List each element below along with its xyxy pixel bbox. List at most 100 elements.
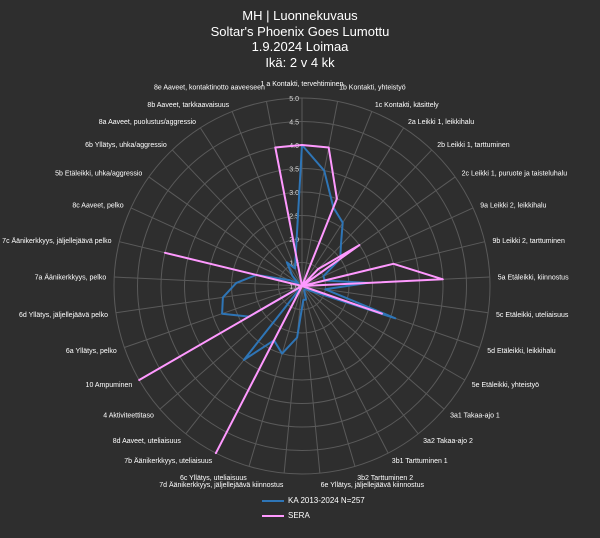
category-label: 8a Aaveet, puolustus/aggressio: [99, 119, 196, 126]
category-label: 6a Yllätys, pelko: [66, 348, 117, 355]
data-point: [327, 146, 330, 149]
category-label: 2a Leikki 1, leikkihalu: [408, 119, 474, 126]
grid-spoke: [301, 285, 389, 454]
data-point: [392, 263, 395, 265]
title-line-4: Ikä: 2 v 4 kk: [265, 54, 335, 70]
category-label: 6c Yllätys, uteliaisuus: [180, 475, 247, 482]
grid-spoke: [248, 285, 303, 467]
grid-spoke: [159, 285, 303, 410]
grid-spoke: [301, 285, 419, 435]
data-point: [323, 169, 326, 172]
data-point: [222, 296, 224, 299]
category-label: 7a Äänikerkkyys, pelko: [35, 274, 107, 282]
tick-label: 3.5: [289, 167, 299, 174]
category-label: 8b Aaveet, tarkkaavaisuus: [147, 102, 229, 109]
category-label: 8d Aaveet, uteliaisuus: [113, 438, 182, 445]
chart-title: MH | Luonnekuvaus Soltar's Phoenix Goes …: [0, 8, 600, 70]
legend-label-ka: KA 2013-2024 N=257: [288, 496, 365, 505]
grid-spoke: [301, 207, 474, 287]
grid-spoke: [301, 285, 356, 467]
data-point: [164, 252, 166, 254]
grid-spoke: [199, 127, 303, 287]
data-point: [281, 352, 283, 355]
category-label: 7d Äänikerkkyys, jäljellejäävä kiinnostu…: [159, 481, 284, 489]
legend-swatch-ka: [262, 499, 284, 502]
category-label: 5b Etäleikki, uhka/aggressio: [55, 170, 142, 177]
data-point: [274, 146, 277, 149]
category-label: 3b1 Tarttuminen 1: [392, 458, 448, 465]
data-point: [235, 282, 238, 284]
data-point: [286, 261, 288, 264]
tick-label: 3.0: [289, 190, 299, 197]
data-point: [394, 317, 397, 320]
legend-entry-ka: KA 2013-2024 N=257: [262, 493, 365, 508]
category-label: 5c Etäleikki, uteliaisuus: [496, 312, 569, 319]
data-point: [288, 279, 291, 281]
data-point: [381, 312, 383, 315]
category-label: 4 Aktiviteettitaso: [103, 412, 154, 419]
category-label: 1b Kontakti, yhteistyö: [339, 85, 406, 92]
category-label: 1c Kontakti, käsittely: [375, 102, 439, 109]
category-label: 6b Yllätys, uhka/aggressio: [85, 142, 167, 149]
series-line-sera: [138, 144, 444, 455]
legend-label-sera: SERA: [288, 511, 310, 520]
grid-spoke: [301, 149, 433, 287]
grid-spoke: [148, 176, 303, 287]
title-line-1: MH | Luonnekuvaus: [242, 8, 358, 23]
grid-spoke: [301, 285, 321, 474]
data-point: [302, 299, 305, 301]
data-point: [291, 275, 294, 277]
category-label: 9b Leikki 2, tarttuminen: [492, 238, 564, 245]
category-label: 1 a Kontakti, tervehtiminen: [261, 81, 344, 88]
category-label: 6d Yllätys, jäljellejäävä pelko: [19, 312, 108, 319]
tick-label: 5.0: [289, 96, 299, 103]
data-point: [297, 282, 300, 285]
legend: KA 2013-2024 N=257 SERA: [262, 493, 365, 523]
category-label: 8c Aaveet, pelko: [72, 203, 123, 210]
grid-spoke: [130, 207, 303, 287]
data-point: [301, 144, 303, 146]
data-point: [340, 244, 342, 246]
grid-spoke: [301, 285, 445, 410]
category-label: 3a2 Takaa-ajo 2: [423, 438, 473, 445]
grid-spoke: [301, 101, 339, 287]
data-point: [442, 278, 444, 281]
category-label: 6e Yllätys, jäljellejäävä kiinnostus: [321, 482, 425, 489]
tick-label: 2.5: [289, 214, 299, 221]
category-label: 10 Ampuminen: [86, 382, 133, 389]
grid-spoke: [301, 285, 489, 314]
title-line-3: 1.9.2024 Loimaa: [251, 39, 349, 54]
grid-spoke: [124, 285, 303, 348]
grid-spoke: [231, 111, 303, 287]
data-point: [305, 298, 307, 301]
category-label: 5a Etäleikki, kiinnostus: [498, 275, 569, 282]
data-point: [215, 452, 217, 454]
category-label: 8e Aaveet, kontaktinotto aaveeseen: [154, 85, 265, 92]
legend-entry-sera: SERA: [262, 508, 365, 523]
title-line-2: Soltar's Phoenix Goes Lumottu: [210, 23, 390, 39]
category-label: 7c Äänikerkkyys, jäljellejäävä pelko: [2, 237, 111, 245]
grid-spoke: [301, 285, 466, 381]
grid-spoke: [171, 149, 303, 287]
tick-label: 1.0: [289, 284, 299, 291]
series-line-ka: [221, 144, 397, 361]
category-label: 9a Leikki 2, leikkihalu: [480, 203, 546, 210]
category-label: 7b Äänikerkkyys, uteliaisuus: [124, 457, 212, 465]
tick-label: 1.5: [289, 261, 299, 268]
data-point: [138, 379, 140, 381]
category-label: 5e Etäleikki, yhteistyö: [472, 382, 539, 389]
grid-spoke: [114, 276, 303, 287]
grid-spoke: [115, 285, 303, 314]
grid-spoke: [283, 285, 303, 474]
data-point: [221, 312, 223, 315]
data-point: [324, 288, 327, 291]
data-point: [303, 289, 306, 292]
category-label: 3b2 Tarttuminen 2: [357, 475, 413, 482]
data-point: [336, 197, 338, 200]
data-point: [301, 285, 303, 287]
data-point: [309, 289, 311, 292]
data-point: [322, 275, 325, 278]
category-label: 5d Etäleikki, leikkihalu: [487, 348, 556, 355]
category-label: 2b Leikki 1, tarttuminen: [437, 142, 509, 149]
